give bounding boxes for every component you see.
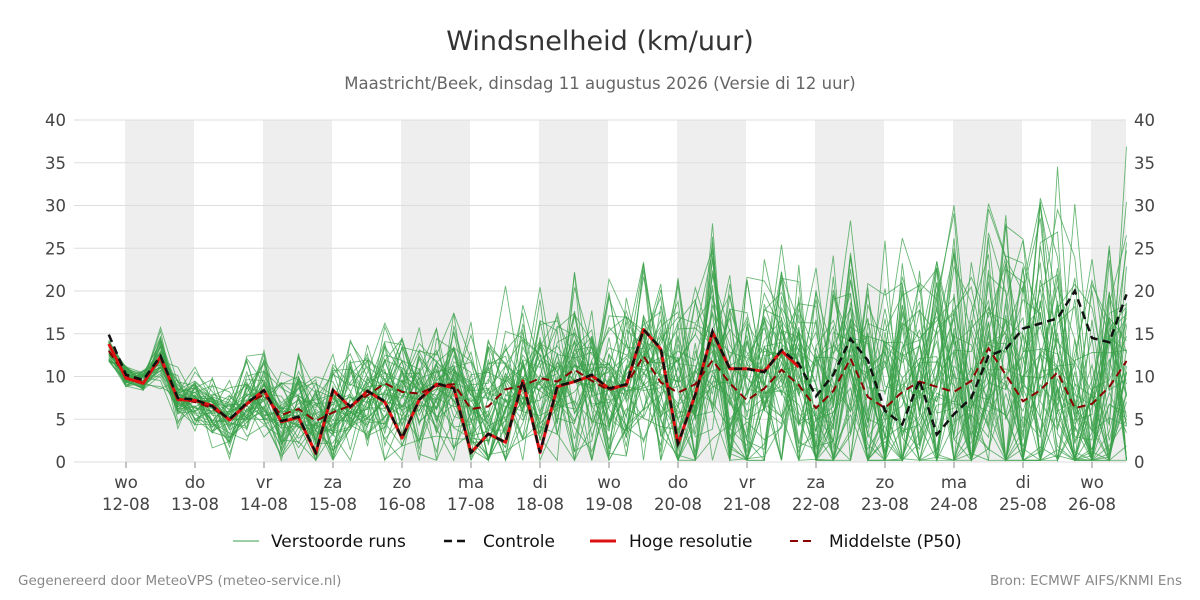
y-tick-label-right: 40 bbox=[1134, 111, 1155, 130]
x-tick-date: 19-08 bbox=[585, 495, 633, 514]
ensemble-run-line bbox=[108, 215, 1127, 461]
legend-label-median: Middelste (P50) bbox=[829, 532, 962, 552]
y-tick-label-left: 20 bbox=[45, 282, 66, 301]
legend-label-control: Controle bbox=[483, 532, 555, 552]
y-tick-label-left: 15 bbox=[45, 325, 66, 344]
x-tick-day: di bbox=[1015, 473, 1030, 492]
x-tick-date: 15-08 bbox=[309, 495, 357, 514]
x-tick-day: ma bbox=[458, 473, 484, 492]
x-tick-date: 20-08 bbox=[654, 495, 702, 514]
x-tick-date: 18-08 bbox=[516, 495, 564, 514]
x-axis: wo 12-08 do 13-08 vr 14-08 za 15-08 zo 16-08 ma 17-… bbox=[102, 462, 1116, 514]
ensemble-run-line bbox=[108, 223, 1127, 462]
x-tick-date: 23-08 bbox=[861, 495, 909, 514]
y-tick-label-right: 30 bbox=[1134, 197, 1155, 216]
y-tick-label-right: 0 bbox=[1134, 453, 1145, 472]
y-tick-label-left: 0 bbox=[56, 453, 67, 472]
x-tick-day: vr bbox=[256, 473, 273, 492]
x-tick-day: zo bbox=[393, 473, 412, 492]
y-tick-label-right: 10 bbox=[1134, 368, 1155, 387]
x-tick-date: 21-08 bbox=[723, 495, 771, 514]
y-tick-label-right: 15 bbox=[1134, 325, 1155, 344]
y-tick-label-left: 35 bbox=[45, 154, 66, 173]
y-tick-label-left: 30 bbox=[45, 197, 66, 216]
y-tick-label-left: 40 bbox=[45, 111, 66, 130]
ensemble-run-line bbox=[108, 255, 1127, 461]
footer-left: Gegenereerd door MeteoVPS (meteo-service… bbox=[18, 573, 341, 589]
x-tick-day: wo bbox=[597, 473, 621, 492]
ensemble-run-line bbox=[108, 250, 1127, 462]
x-tick-day: zo bbox=[876, 473, 895, 492]
y-tick-label-right: 5 bbox=[1134, 410, 1145, 429]
x-tick-day: do bbox=[185, 473, 206, 492]
x-tick-day: vr bbox=[739, 473, 756, 492]
ensemble-run-line bbox=[108, 235, 1127, 462]
x-tick-date: 12-08 bbox=[102, 495, 150, 514]
x-tick-date: 14-08 bbox=[240, 495, 288, 514]
x-tick-day: di bbox=[532, 473, 547, 492]
y-tick-label-right: 25 bbox=[1134, 239, 1155, 258]
y-tick-label-left: 5 bbox=[56, 410, 67, 429]
x-tick-date: 25-08 bbox=[999, 495, 1047, 514]
ensemble-run-line bbox=[108, 201, 1127, 461]
chart-title: Windsnelheid (km/uur) bbox=[446, 26, 754, 57]
ensemble-run-line bbox=[108, 232, 1127, 461]
legend-label-hires: Hoge resolutie bbox=[629, 532, 753, 552]
x-tick-day: za bbox=[807, 473, 826, 492]
x-tick-date: 26-08 bbox=[1068, 495, 1116, 514]
y-tick-label-right: 35 bbox=[1134, 154, 1155, 173]
x-tick-date: 17-08 bbox=[447, 495, 495, 514]
y-tick-label-left: 25 bbox=[45, 239, 66, 258]
y-axis-right: 0 5 10 15 20 25 30 35 40 bbox=[1134, 111, 1155, 472]
x-tick-date: 22-08 bbox=[792, 495, 840, 514]
median-line bbox=[107, 346, 1128, 423]
y-tick-label-right: 20 bbox=[1134, 282, 1155, 301]
x-tick-day: wo bbox=[114, 473, 138, 492]
x-tick-day: ma bbox=[941, 473, 967, 492]
y-axis-left: 0 5 10 15 20 25 30 35 40 bbox=[45, 111, 66, 472]
x-tick-date: 16-08 bbox=[378, 495, 426, 514]
ensemble-run-line bbox=[108, 205, 1127, 461]
ensemble-run-line bbox=[108, 261, 1127, 462]
footer-right: Bron: ECMWF AIFS/KNMI Ens bbox=[990, 573, 1182, 589]
y-tick-label-left: 10 bbox=[45, 368, 66, 387]
ensemble-run-line bbox=[108, 146, 1127, 461]
control-line bbox=[107, 288, 1128, 457]
x-tick-date: 24-08 bbox=[930, 495, 978, 514]
legend-label-ensemble: Verstoorde runs bbox=[271, 532, 406, 552]
ensemble-run-line bbox=[108, 261, 1127, 462]
ensemble-run-line bbox=[108, 203, 1127, 462]
x-tick-day: wo bbox=[1080, 473, 1104, 492]
x-tick-date: 13-08 bbox=[171, 495, 219, 514]
legend: Verstoorde runs Controle Hoge resolutie … bbox=[233, 532, 962, 552]
x-tick-day: do bbox=[668, 473, 689, 492]
chart-subtitle: Maastricht/Beek, dinsdag 11 augustus 202… bbox=[344, 74, 856, 93]
x-tick-day: za bbox=[324, 473, 343, 492]
main-series bbox=[107, 288, 1128, 457]
ensemble-run-line bbox=[108, 291, 1127, 461]
ensemble-run-line bbox=[108, 276, 1127, 462]
